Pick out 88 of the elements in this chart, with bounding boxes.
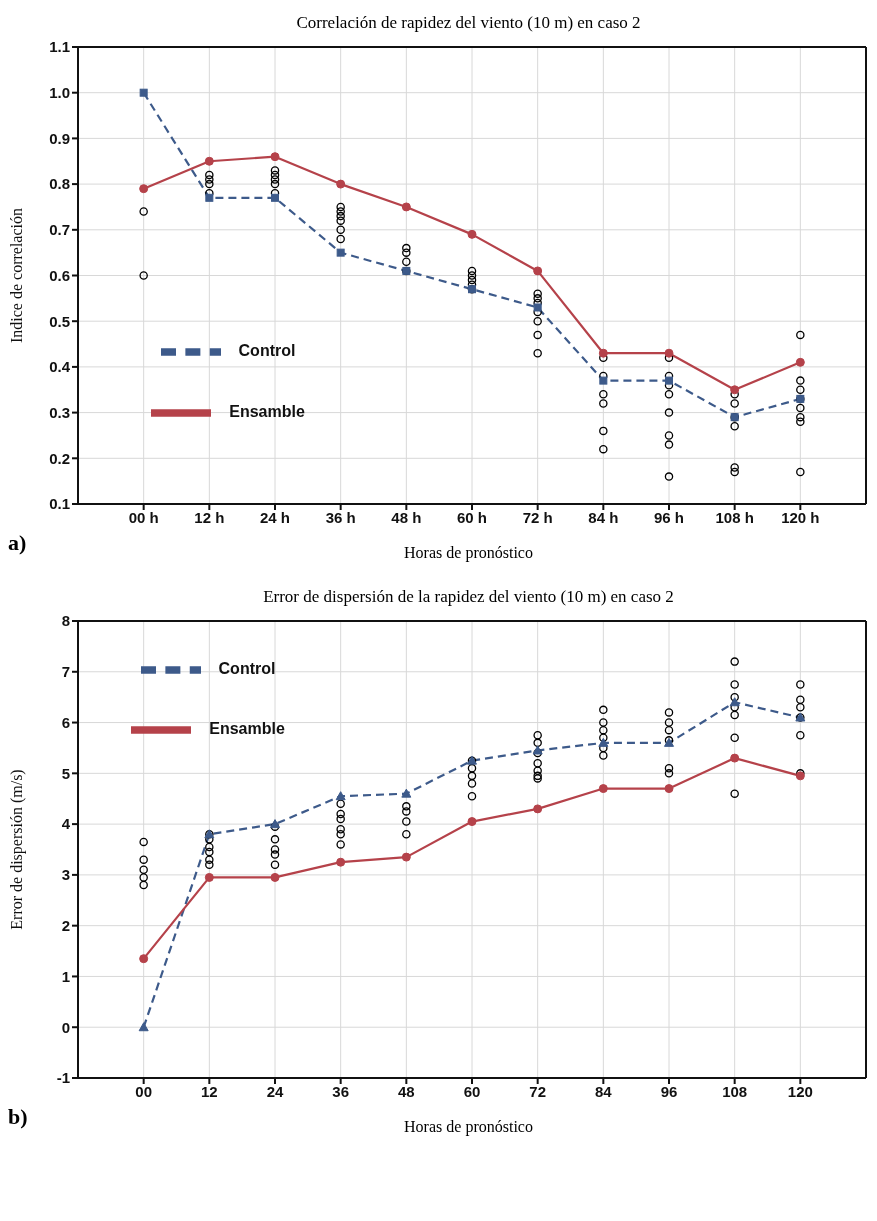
- x-tick-label: 108: [722, 1082, 748, 1100]
- point: [598, 784, 608, 794]
- x-tick-label: 72: [529, 1082, 547, 1100]
- point: [467, 817, 477, 827]
- point: [336, 857, 346, 867]
- point: [795, 357, 805, 367]
- x-tick-label: 108 h: [715, 508, 754, 526]
- y-tick-label: 4: [61, 815, 71, 833]
- x-tick-label: 24: [266, 1082, 284, 1100]
- y-axis-title: Indice de correlación: [7, 207, 25, 344]
- point: [730, 753, 740, 763]
- point: [401, 852, 411, 862]
- y-tick-label: 0.2: [49, 449, 70, 467]
- x-tick-label: 48 h: [391, 508, 422, 526]
- y-tick-label: 1.1: [49, 38, 70, 56]
- point: [204, 156, 214, 166]
- x-tick-label: 36 h: [325, 508, 356, 526]
- x-tick-label: 96 h: [653, 508, 685, 526]
- x-tick-label: 12 h: [194, 508, 225, 526]
- x-tick-label: 00: [135, 1082, 153, 1100]
- x-tick-label: 60 h: [456, 508, 488, 526]
- x-tick-label: 120 h: [781, 508, 820, 526]
- x-tick-label: 24 h: [259, 508, 291, 526]
- text: a): [8, 530, 27, 556]
- x-tick-label: 00 h: [128, 508, 159, 526]
- point: [204, 872, 214, 882]
- y-tick-label: 0.4: [49, 358, 71, 376]
- y-tick-label: 0.9: [49, 129, 70, 147]
- y-tick-label: 0.6: [49, 266, 70, 284]
- point: [401, 202, 411, 212]
- point: [598, 348, 608, 358]
- text: b): [8, 1104, 28, 1130]
- point: [335, 791, 346, 801]
- x-tick-label: 96: [660, 1082, 678, 1100]
- point: [401, 788, 412, 798]
- point: [139, 88, 148, 97]
- x-tick-label: 84: [594, 1082, 613, 1100]
- x-tick-label: 12: [200, 1082, 218, 1100]
- point: [205, 193, 214, 202]
- point: [730, 385, 740, 395]
- y-tick-label: 7: [61, 663, 70, 681]
- legend-label: Control: [238, 342, 296, 359]
- y-tick-label: 0.7: [49, 221, 70, 239]
- point: [664, 348, 674, 358]
- point: [139, 954, 149, 964]
- point: [665, 376, 673, 385]
- point: [664, 784, 674, 794]
- y-tick-label: 0.5: [49, 312, 70, 330]
- chart-title: Error de dispersión de la rapidez del viento (10 m) en caso 2: [262, 586, 675, 608]
- x-tick-label: 84 h: [588, 508, 619, 526]
- point: [271, 193, 279, 202]
- point: [729, 697, 740, 707]
- legend-label: Ensamble: [229, 402, 305, 420]
- x-tick-label: 120: [787, 1082, 813, 1100]
- x-tick-label: 60: [463, 1082, 481, 1100]
- x-tick-label: 48: [397, 1082, 415, 1100]
- y-tick-label: 1: [61, 967, 70, 985]
- point: [138, 1022, 149, 1032]
- y-tick-label: 3: [61, 866, 70, 884]
- point: [270, 872, 280, 882]
- chart-title: Correlación de rapidez del viento (10 m) en caso 2: [295, 12, 642, 34]
- point: [533, 804, 543, 814]
- x-axis-title: Horas de pronóstico: [404, 1118, 533, 1135]
- y-tick-label: 0: [61, 1018, 70, 1036]
- y-tick-label: 1.0: [49, 84, 70, 102]
- point: [270, 152, 280, 162]
- x-tick-label: 36: [332, 1082, 350, 1100]
- legend-label: Ensamble: [209, 720, 285, 738]
- y-tick-label: 6: [61, 713, 70, 731]
- x-tick-label: 72 h: [522, 508, 553, 526]
- point: [467, 229, 477, 239]
- point: [533, 303, 542, 312]
- point: [598, 737, 609, 747]
- y-tick-label: 2: [61, 916, 70, 934]
- point: [533, 266, 543, 276]
- y-tick-label: 5: [61, 764, 70, 782]
- point: [336, 248, 345, 257]
- point: [336, 179, 346, 189]
- point: [599, 376, 608, 385]
- y-tick-label: 8: [61, 612, 70, 630]
- x-axis-title: Horas de pronóstico: [404, 544, 533, 561]
- y-tick-label: 0.1: [49, 495, 70, 513]
- y-tick-label: 0.8: [49, 175, 70, 193]
- y-axis-title: Error de dispersión (m/s): [7, 769, 26, 930]
- legend-label: Control: [218, 660, 276, 678]
- point: [139, 184, 149, 194]
- y-tick-label: -1: [56, 1069, 70, 1087]
- y-tick-label: 0.3: [49, 403, 70, 421]
